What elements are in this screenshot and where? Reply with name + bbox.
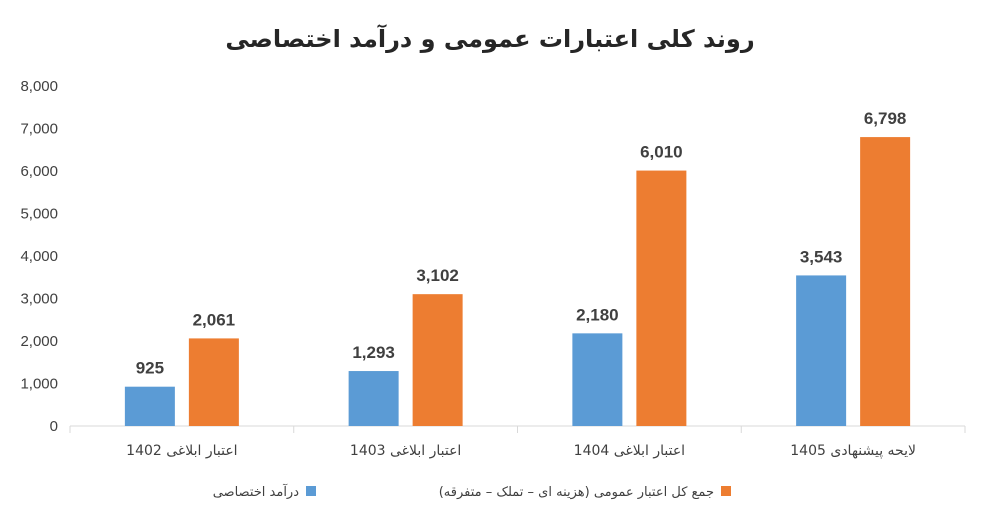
x-category-label: لایحه پیشنهادی 1405 <box>790 443 916 459</box>
chart-title: روند کلی اعتبارات عمومی و درآمد اختصاصی <box>225 24 754 53</box>
bars: 925 1,293 2,180 3,543 2,061 3,102 6,010 6,798 <box>124 109 911 426</box>
data-label: 1,293 <box>352 343 395 362</box>
bar-dedicated-revenue <box>572 333 623 426</box>
bar-dedicated-revenue <box>124 386 175 426</box>
bar-general-credit <box>188 338 239 426</box>
data-label: 6,010 <box>640 143 683 162</box>
bar-general-credit <box>636 170 687 426</box>
legend-label: درآمد اختصاصی <box>213 483 299 500</box>
y-tick-label: 2,000 <box>20 333 58 350</box>
y-tick-label: 7,000 <box>20 121 58 138</box>
data-label: 6,798 <box>864 109 907 128</box>
y-tick-label: 6,000 <box>20 163 58 180</box>
data-label: 3,102 <box>416 266 459 285</box>
x-category-label: اعتبار ابلاغی 1402 <box>126 443 237 459</box>
legend-swatch <box>721 486 731 496</box>
legend: درآمد اختصاصی جمع کل اعتبار عمومی (هزینه … <box>213 483 731 500</box>
data-label: 3,543 <box>800 247 843 266</box>
bar-dedicated-revenue <box>348 371 399 426</box>
x-category-label: اعتبار ابلاغی 1404 <box>574 443 685 459</box>
legend-label: جمع کل اعتبار عمومی (هزینه ای – تملک – م… <box>439 485 714 500</box>
y-tick-label: 1,000 <box>20 376 58 393</box>
data-label: 925 <box>136 359 164 378</box>
legend-swatch <box>306 486 316 496</box>
x-category-label: اعتبار ابلاغی 1403 <box>350 443 461 459</box>
y-tick-label: 8,000 <box>20 78 58 95</box>
y-tick-label: 4,000 <box>20 248 58 265</box>
y-tick-label: 0 <box>50 418 58 435</box>
data-label: 2,061 <box>193 310 236 329</box>
data-label: 2,180 <box>576 305 619 324</box>
bar-dedicated-revenue <box>796 275 847 426</box>
bar-general-credit <box>860 137 911 426</box>
y-tick-label: 3,000 <box>20 291 58 308</box>
bar-general-credit <box>412 294 463 426</box>
y-tick-label: 5,000 <box>20 206 58 223</box>
